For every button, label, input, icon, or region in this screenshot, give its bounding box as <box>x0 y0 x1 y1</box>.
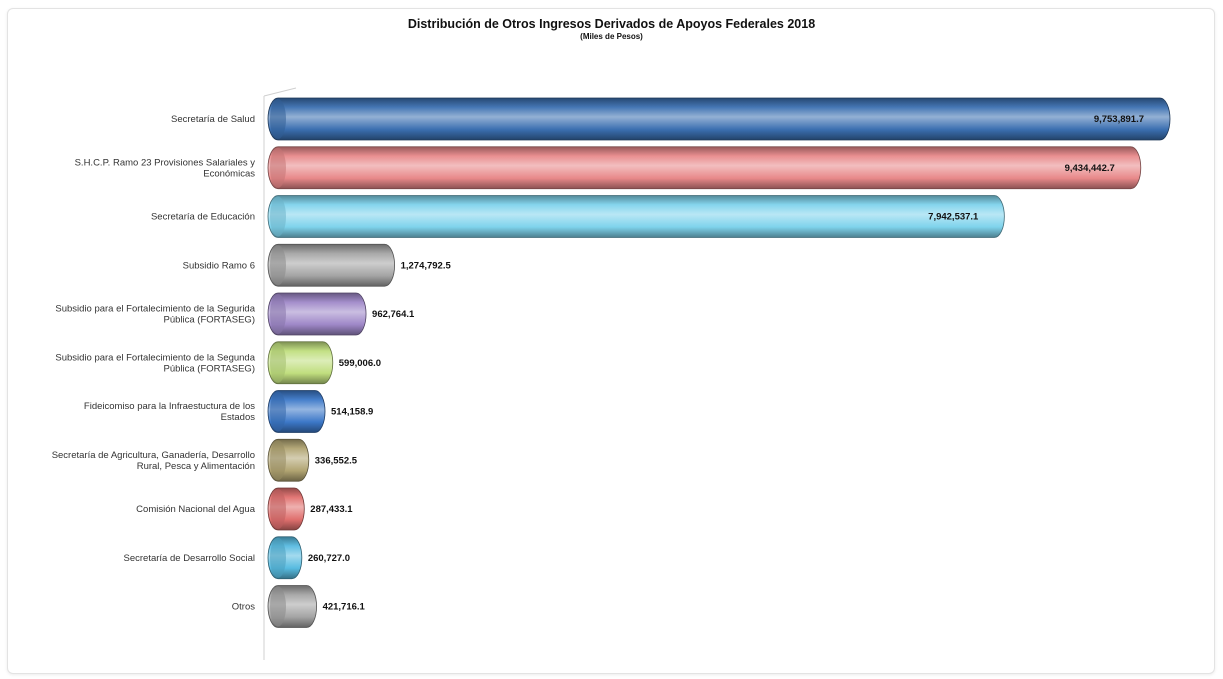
category-label: Comisión Nacional del Agua <box>136 504 256 515</box>
category-label: Secretaría de Educación <box>151 212 255 223</box>
category-label: Otros <box>232 602 255 613</box>
bar <box>267 195 1005 238</box>
value-label: 1,274,792.5 <box>401 260 452 271</box>
value-label: 421,716.1 <box>323 602 366 613</box>
bar-end-cap <box>270 245 286 286</box>
bar-end-cap <box>270 342 286 383</box>
category-label: Subsidio para el Fortalecimiento de la S… <box>55 304 255 326</box>
value-label: 260,727.0 <box>308 553 350 564</box>
bar-end-cap <box>270 489 286 529</box>
chart-title: Distribución de Otros Ingresos Derivados… <box>407 17 816 31</box>
category-label: Secretaría de Salud <box>171 114 255 125</box>
bar <box>267 97 1171 141</box>
bar-end-cap <box>270 391 286 432</box>
value-label: 514,158.9 <box>331 407 373 418</box>
category-label: Secretaría de Agricultura, Ganadería, De… <box>52 450 255 472</box>
bar <box>267 292 367 336</box>
category-label: Subsidio para el Fortalecimiento de la S… <box>55 352 255 374</box>
value-label: 7,942,537.1 <box>928 212 979 223</box>
value-label: 9,434,442.7 <box>1065 163 1115 174</box>
value-label: 9,753,891.7 <box>1094 114 1144 125</box>
bars-layer <box>267 97 1171 628</box>
bar-end-cap <box>270 440 286 481</box>
value-label: 962,764.1 <box>372 309 415 320</box>
bar-end-cap <box>270 294 286 334</box>
bar-end-cap <box>270 537 286 578</box>
category-label: Secretaría de Desarrollo Social <box>124 553 255 564</box>
bar-end-cap <box>270 196 286 237</box>
bar-end-cap <box>270 99 286 139</box>
value-label: 599,006.0 <box>339 358 381 369</box>
category-label: S.H.C.P. Ramo 23 Provisiones Salariales … <box>75 157 256 179</box>
bar-end-cap <box>270 147 286 188</box>
value-label: 287,433.1 <box>310 504 353 515</box>
bar-end-cap <box>270 586 286 627</box>
bar <box>267 243 395 287</box>
value-label: 336,552.5 <box>315 455 358 466</box>
labels-layer: Secretaría de Salud 9,753,891.7 S.H.C.P. R… <box>52 114 1144 613</box>
bar <box>267 146 1142 190</box>
axis-depth-line <box>263 87 297 97</box>
category-label: Subsidio Ramo 6 <box>183 260 255 271</box>
chart-subtitle: (Miles de Pesos) <box>580 32 643 41</box>
category-label: Fideicomiso para la Infraestuctura de lo… <box>84 401 255 423</box>
